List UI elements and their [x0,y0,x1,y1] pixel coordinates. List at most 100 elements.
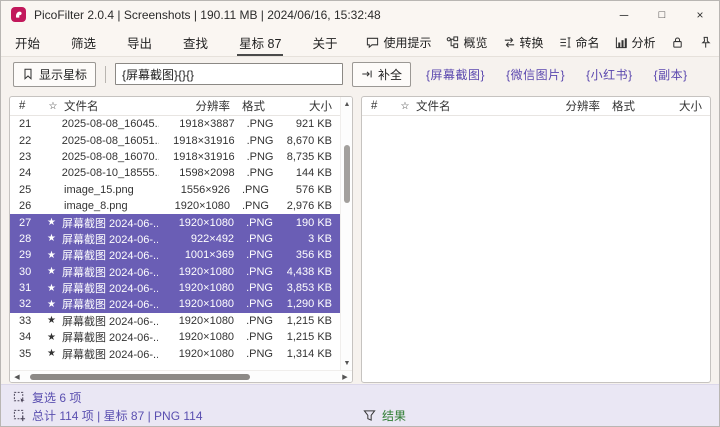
table-row[interactable]: 29 ★ 屏幕截图 2024-06-... 1001×369 .PNG 356 KB [10,247,340,264]
lock-icon [672,36,682,48]
menu-item-filter[interactable]: 筛选 [71,37,97,51]
cell-resolution: 922×492 [190,232,235,245]
complete-button[interactable]: 补全 [352,61,412,87]
table-row[interactable]: 35 ★ 屏幕截图 2024-06-... 1920×1080 .PNG 1,314 KB [10,345,340,361]
cell-resolution: 1918×31916 [173,134,235,147]
row-index: 21 [19,118,32,131]
scroll-right-arrow-icon[interactable]: ▶ [342,374,348,381]
row-index: 23 [19,150,32,163]
minimize-button[interactable]: ─ [619,7,629,22]
cell-size: 2,976 KB [286,200,332,213]
cell-format: .PNG [246,298,273,311]
usage-tips-label: 使用提示 [383,35,432,50]
cell-filename: 2025-08-10_18555... [61,167,159,180]
col-format[interactable]: 格式 [612,101,635,113]
funnel-icon [363,410,376,421]
col-index[interactable]: # [19,100,26,112]
col-size[interactable]: 大小 [309,101,332,113]
row-index: 29 [19,249,32,262]
star-icon: ★ [46,331,56,343]
cell-resolution: 1598×2098 [179,167,235,180]
vertical-scroll-thumb[interactable] [343,145,350,203]
star-icon: ★ [46,233,56,245]
show-starred-button[interactable]: 显示星标 [13,61,97,87]
table-row[interactable]: 21 2025-08-08_16045... 1918×3887 .PNG 921 KB [10,116,340,132]
menu-item-starred[interactable]: 星标 87 [237,28,284,56]
table-row[interactable]: 33 ★ 屏幕截图 2024-06-... 1920×1080 .PNG 1,215 KB [10,313,340,329]
star-icon: ★ [46,249,56,261]
horizontal-scroll-thumb[interactable] [30,373,250,380]
cell-format: .PNG [246,150,274,163]
table-row[interactable]: 34 ★ 屏幕截图 2024-06-... 1920×1080 .PNG 1,215 KB [10,329,340,345]
col-resolution[interactable]: 分辨率 [195,101,231,113]
table-row[interactable]: 24 2025-08-10_18555... 1598×2098 .PNG 144 KB [10,165,340,181]
col-filename[interactable]: 文件名 [416,101,451,113]
analyze-button[interactable]: 分析 [615,34,656,51]
left-table-header: # ☆ 文件名 分辨率 格式 大小 [10,97,340,116]
analyze-label: 分析 [631,35,656,50]
col-resolution[interactable]: 分辨率 [565,101,601,113]
table-row[interactable]: 27 ★ 屏幕截图 2024-06-... 1920×1080 .PNG 190 KB [10,214,340,231]
result-status: 结果 [363,407,406,424]
lock-button[interactable] [671,36,684,49]
scroll-left-arrow-icon[interactable]: ◀ [14,374,20,381]
horizontal-scrollbar[interactable]: ◀ ▶ [10,370,352,382]
cell-format: .PNG [246,167,274,180]
table-row[interactable]: 32 ★ 屏幕截图 2024-06-... 1920×1080 .PNG 1,290 KB [10,296,340,313]
table-row[interactable]: 26 image_8.png 1920×1080 .PNG 2,976 KB [10,198,340,214]
cell-format: .PNG [246,347,273,360]
col-star[interactable]: ☆ [400,100,410,112]
cell-resolution: 1920×1080 [178,314,235,327]
cell-resolution: 1920×1080 [178,347,235,360]
menu-item-export[interactable]: 导出 [127,37,153,51]
result-status-label: 结果 [382,409,407,423]
cell-format: .PNG [246,216,273,229]
pin-button[interactable] [699,36,712,49]
col-index[interactable]: # [371,100,378,112]
convert-label: 转换 [519,35,544,50]
overview-button[interactable]: 概览 [446,34,488,51]
rename-button[interactable]: 命名 [559,34,600,51]
menu-item-start[interactable]: 开始 [15,37,41,51]
cell-size: 1,290 KB [286,298,332,311]
cell-filename: image_8.png [64,200,128,213]
vertical-scrollbar[interactable]: ▲ ▼ [340,97,352,370]
menu-item-find[interactable]: 查找 [183,37,209,51]
row-index: 32 [19,298,32,311]
table-row[interactable]: 31 ★ 屏幕截图 2024-06-... 1920×1080 .PNG 3,853 KB [10,279,340,297]
tag-screenshot-button[interactable]: {屏幕截图} [420,63,491,86]
cell-format: .PNG [246,232,273,245]
bookmark-icon [24,68,32,80]
col-size[interactable]: 大小 [679,101,702,113]
tag-wechat-image-button[interactable]: {微信图片} [500,63,571,86]
cell-size: 8,670 KB [286,134,332,147]
pattern-input[interactable] [115,63,344,85]
usage-tips-button[interactable]: 使用提示 [366,34,431,51]
scroll-up-arrow-icon[interactable]: ▲ [343,100,351,108]
tab-key-icon [362,70,372,78]
star-icon: ★ [46,298,56,310]
cell-filename: 屏幕截图 2024-06-... [61,217,158,230]
col-format[interactable]: 格式 [242,101,265,113]
col-star[interactable]: ☆ [48,100,58,112]
table-row[interactable]: 23 2025-08-08_16070... 1918×31916 .PNG 8,735… [10,149,340,165]
rename-label: 命名 [575,35,600,50]
table-row[interactable]: 22 2025-08-08_16051... 1918×31916 .PNG 8,670… [10,132,340,148]
cell-format: .PNG [242,183,269,196]
tag-copy-button[interactable]: {副本} [648,63,694,86]
convert-button[interactable]: 转换 [503,34,544,51]
col-filename[interactable]: 文件名 [64,101,99,113]
cell-format: .PNG [246,331,273,344]
table-row[interactable]: 30 ★ 屏幕截图 2024-06-... 1920×1080 .PNG 4,438 KB [10,263,340,280]
tag-xiaohongshu-button[interactable]: {小红书} [580,63,639,86]
close-button[interactable]: × [696,7,704,22]
cell-size: 3,853 KB [286,282,332,295]
maximize-button[interactable]: □ [658,8,666,21]
table-row[interactable]: 28 ★ 屏幕截图 2024-06-... 922×492 .PNG 3 KB [10,230,340,248]
table-row[interactable]: 25 image_15.png 1556×926 .PNG 576 KB [10,182,340,198]
complete-label: 补全 [378,67,403,82]
cell-size: 1,215 KB [286,314,332,327]
scroll-down-arrow-icon[interactable]: ▼ [343,359,351,367]
menu-tools: 使用提示 概览 转换 命名 分析 [366,34,711,51]
menu-item-about[interactable]: 关于 [312,37,338,51]
